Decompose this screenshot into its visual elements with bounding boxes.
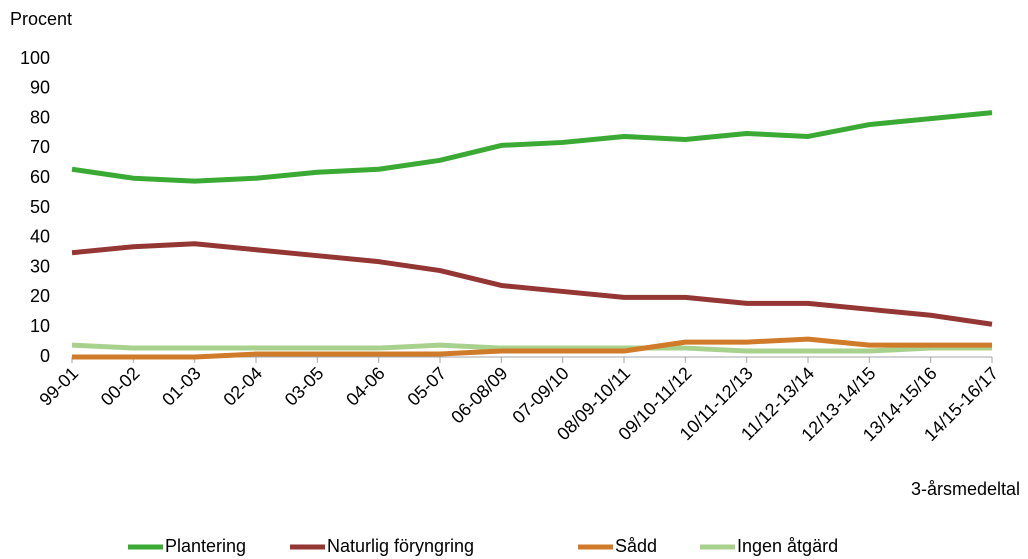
x-tick-label: 02-04 [219, 363, 266, 410]
y-tick-label: 20 [30, 286, 50, 306]
legend-label: Sådd [615, 536, 657, 556]
line-series [72, 336, 992, 360]
y-tick-label: 30 [30, 256, 50, 276]
legend-label: Naturlig föryngring [327, 536, 474, 556]
y-tick-label: 100 [20, 48, 50, 68]
y-axis-label: Procent [10, 9, 72, 29]
x-tick-label: 99-01 [35, 363, 82, 410]
y-tick-label: 50 [30, 197, 50, 217]
x-tick-label: 03-05 [281, 363, 328, 410]
line-series [71, 241, 993, 327]
legend-label: Plantering [165, 536, 246, 556]
legend-label: Ingen åtgärd [737, 536, 838, 556]
x-tick-label: 05-07 [403, 363, 450, 410]
x-tick-label: 01-03 [158, 363, 205, 410]
x-tick-label: 00-02 [97, 363, 144, 410]
y-tick-label: 90 [30, 78, 50, 98]
y-tick-label: 40 [30, 227, 50, 247]
y-tick-label: 70 [30, 137, 50, 157]
y-tick-label: 10 [30, 316, 50, 336]
line-series [71, 110, 993, 184]
x-tick-label: 06-08/09 [447, 363, 511, 427]
y-tick-label: 60 [30, 167, 50, 187]
x-tick-label: 04-06 [342, 363, 389, 410]
x-tick-label: 07-09/10 [508, 363, 572, 427]
y-tick-label: 80 [30, 107, 50, 127]
line-series [71, 342, 992, 354]
y-tick-label: 0 [40, 346, 50, 366]
x-axis-label: 3-årsmedeltal [911, 479, 1020, 499]
